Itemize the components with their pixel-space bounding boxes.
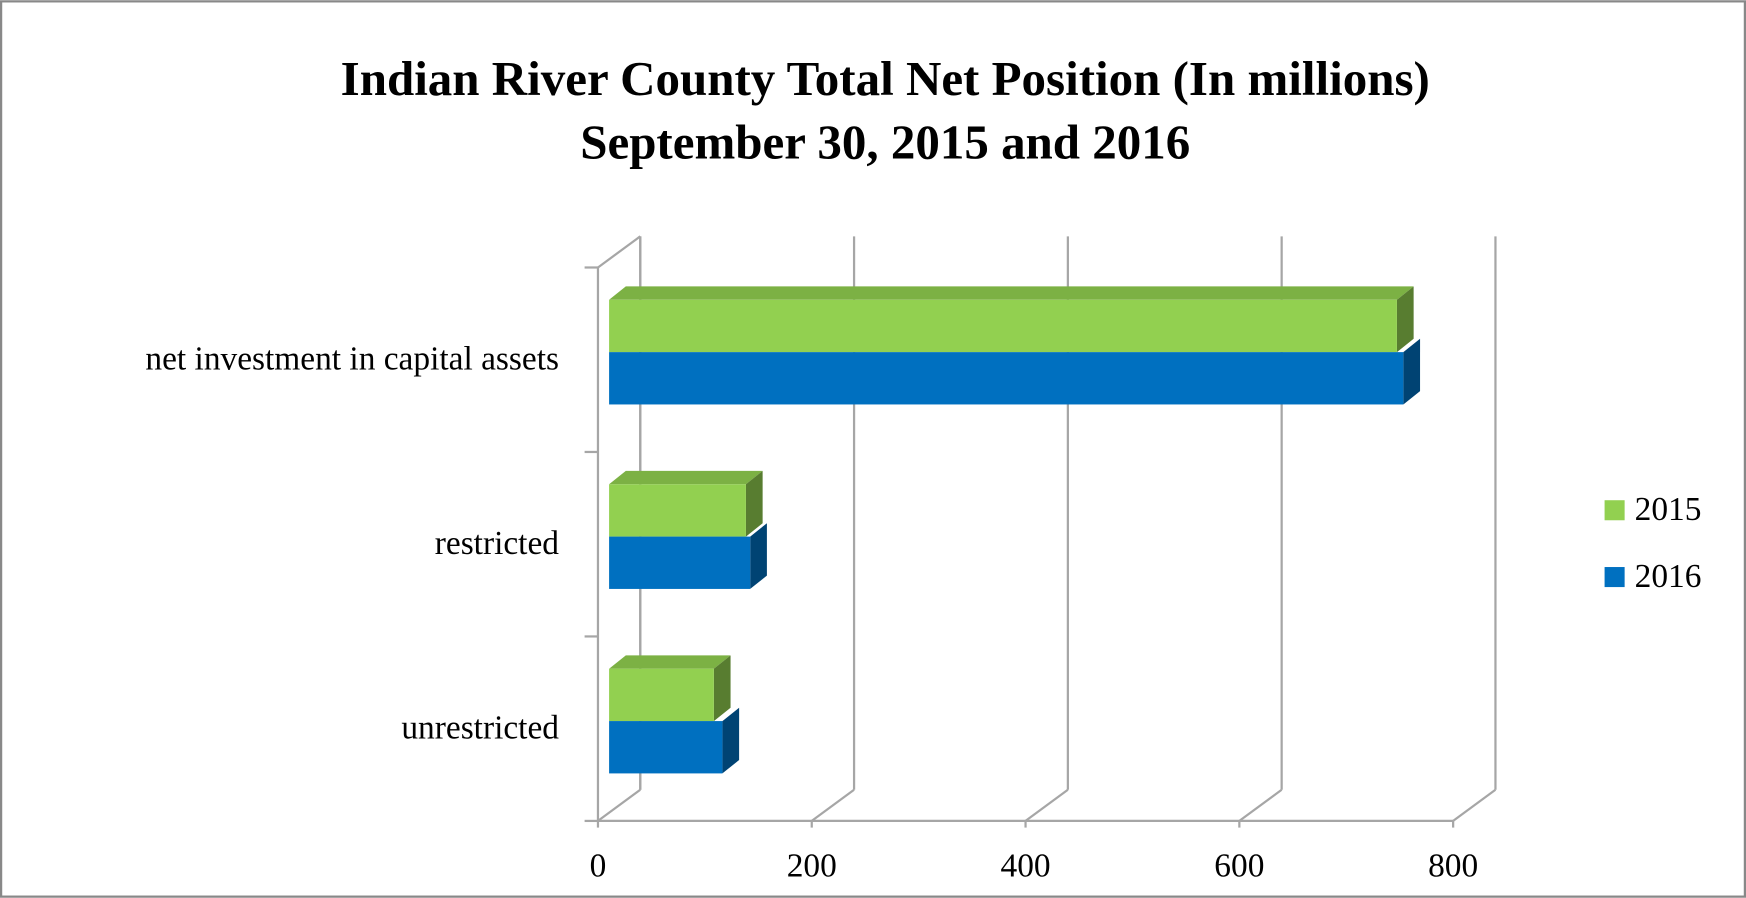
y-tick-label: net investment in capital assets: [145, 341, 559, 378]
bar-side: [1396, 286, 1414, 353]
bar: [609, 668, 714, 722]
legend-label: 2016: [1635, 558, 1702, 595]
y-tick-label: restricted: [435, 525, 560, 562]
floor-grid-line: [1024, 788, 1069, 822]
x-tick-label: 0: [590, 847, 607, 884]
bar: [609, 352, 1404, 405]
bar-side: [750, 523, 767, 589]
y-tick-label: unrestricted: [401, 710, 559, 747]
bar-top: [609, 286, 1414, 300]
x-tick-label: 600: [1214, 847, 1264, 884]
floor-grid-line: [1452, 788, 1497, 822]
floor-grid-line: [811, 788, 855, 822]
chart-title: Indian River County Total Net Position (…: [341, 51, 1430, 106]
bar: [609, 721, 723, 774]
x-tick-label: 400: [1001, 847, 1051, 884]
floor-grid-line: [1238, 788, 1283, 822]
bar: [609, 484, 746, 537]
chart-subtitle: September 30, 2015 and 2016: [580, 114, 1190, 169]
wall-top: [597, 235, 641, 269]
bar-side: [1403, 338, 1421, 405]
x-tick-label: 200: [787, 847, 837, 884]
floor-grid-line: [597, 788, 641, 822]
bar: [609, 536, 751, 589]
bar-side: [713, 655, 731, 722]
x-tick-label: 800: [1428, 847, 1478, 884]
legend-swatch: [1604, 567, 1625, 588]
bar-top: [609, 470, 763, 485]
legend-label: 2015: [1635, 491, 1702, 528]
bar-side: [745, 470, 763, 537]
bar-top: [609, 655, 731, 669]
bar-side: [722, 707, 740, 774]
bar: [609, 299, 1397, 353]
legend-swatch: [1604, 500, 1625, 521]
